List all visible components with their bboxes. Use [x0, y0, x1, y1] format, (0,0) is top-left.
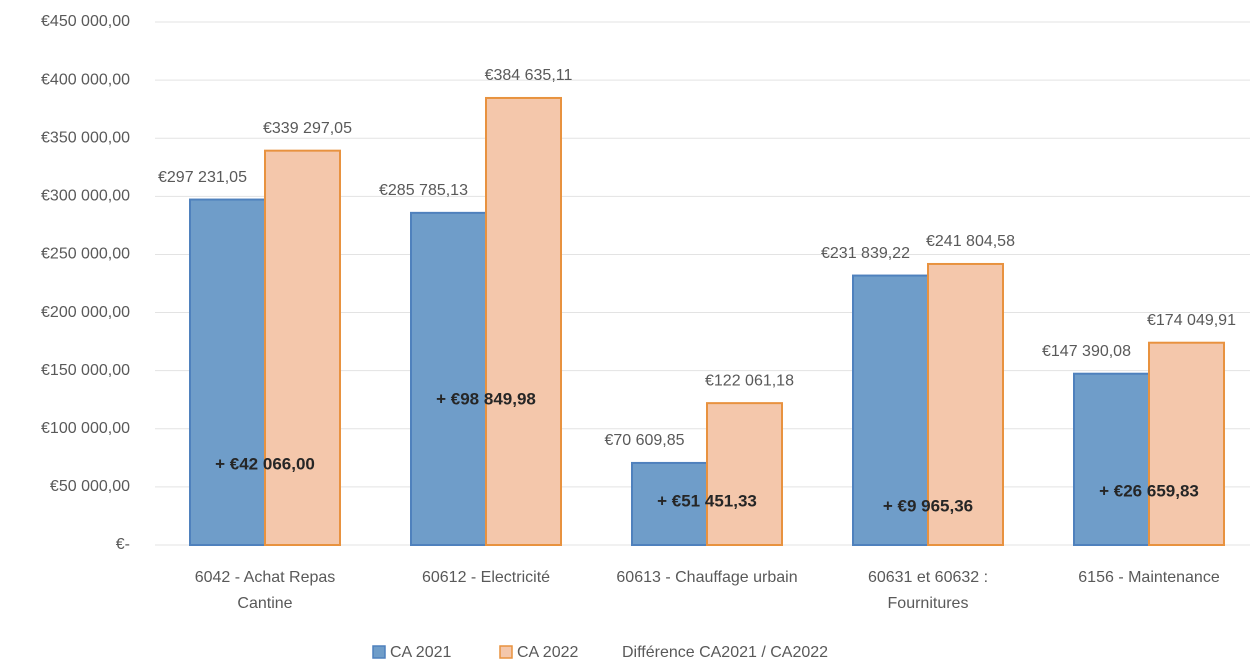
bar	[485, 96, 562, 546]
legend-swatch	[499, 645, 513, 659]
y-tick-label: €250 000,00	[41, 246, 130, 263]
bar	[189, 198, 266, 546]
bar	[927, 262, 1004, 546]
bar	[264, 149, 341, 546]
x-tick-label: 60612 - Electricité	[421, 569, 551, 586]
x-tick-label: 60631 et 60632 : Fournitures	[867, 569, 989, 612]
data-label: €339 297,05	[263, 120, 352, 137]
data-label: €297 231,05	[158, 169, 247, 186]
difference-label: + €9 965,36	[883, 496, 973, 515]
legend-label: Différence CA2021 / CA2022	[622, 644, 828, 661]
y-tick-label: €350 000,00	[41, 129, 130, 146]
bar	[410, 211, 487, 547]
difference-label: + €51 451,33	[657, 491, 757, 510]
difference-label: + €42 066,00	[215, 454, 315, 473]
y-tick-label: €50 000,00	[50, 478, 130, 495]
y-tick-label: €-	[116, 536, 130, 553]
legend-label: CA 2021	[390, 644, 451, 661]
data-label: €70 609,85	[604, 432, 684, 449]
legend-swatch	[372, 645, 386, 659]
data-label: €147 390,08	[1042, 343, 1131, 360]
difference-label: + €26 659,83	[1099, 481, 1199, 500]
y-tick-label: €150 000,00	[41, 362, 130, 379]
data-label: €122 061,18	[705, 372, 794, 389]
bar	[706, 402, 783, 546]
y-tick-label: €100 000,00	[41, 420, 130, 437]
y-tick-label: €400 000,00	[41, 71, 130, 88]
data-label: €285 785,13	[379, 182, 468, 199]
y-tick-label: €300 000,00	[41, 188, 130, 205]
legend-label: CA 2022	[517, 644, 578, 661]
data-label: €174 049,91	[1147, 312, 1236, 329]
difference-label: + €98 849,98	[436, 389, 536, 408]
bar	[1073, 372, 1150, 547]
y-tick-label: €450 000,00	[41, 13, 130, 30]
data-label: €384 635,11	[485, 67, 573, 84]
x-tick-label: 6042 - Achat Repas Cantine	[194, 569, 336, 612]
x-tick-label: 6156 - Maintenance	[1078, 569, 1220, 586]
data-label: €241 804,58	[926, 233, 1015, 250]
x-tick-label: 60613 - Chauffage urbain	[616, 569, 798, 586]
bar	[1148, 341, 1225, 546]
data-label: €231 839,22	[821, 245, 910, 262]
bar	[852, 274, 929, 546]
y-tick-label: €200 000,00	[41, 304, 130, 321]
